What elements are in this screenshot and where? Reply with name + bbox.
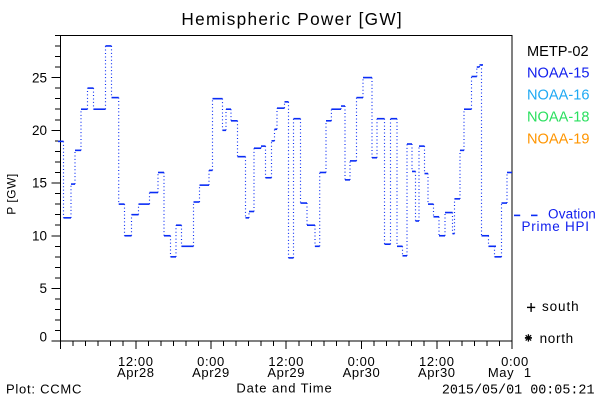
svg-text:Apr29: Apr29 (267, 365, 305, 380)
svg-text:Hemispheric Power [GW]: Hemispheric Power [GW] (181, 9, 403, 29)
svg-text:0: 0 (39, 330, 47, 345)
svg-text:20: 20 (32, 123, 47, 138)
svg-text:5: 5 (39, 281, 47, 296)
svg-text:1: 1 (524, 365, 531, 380)
svg-text:Apr29: Apr29 (192, 365, 230, 380)
svg-text:north: north (540, 331, 574, 346)
svg-text:12:00: 12:00 (118, 354, 154, 369)
svg-text:0:00: 0:00 (348, 354, 376, 369)
svg-text:15: 15 (32, 176, 47, 191)
svg-text:NOAA-18: NOAA-18 (527, 110, 589, 126)
svg-text:12:00: 12:00 (268, 354, 304, 369)
svg-text:Apr30: Apr30 (343, 365, 381, 380)
svg-text:Apr28: Apr28 (117, 365, 155, 380)
svg-text:0:00: 0:00 (501, 354, 529, 369)
svg-text:25: 25 (32, 70, 47, 85)
svg-text:NOAA-16: NOAA-16 (527, 88, 589, 104)
svg-text:south: south (542, 299, 580, 314)
svg-text:P [GW]: P [GW] (4, 173, 18, 214)
svg-text:Date and Time: Date and Time (236, 381, 332, 396)
svg-text:12:00: 12:00 (419, 354, 455, 369)
svg-text:METP-02: METP-02 (527, 44, 589, 60)
svg-text:10: 10 (32, 229, 47, 244)
svg-text:Prime HPI: Prime HPI (522, 219, 590, 234)
svg-text:Ovation: Ovation (548, 207, 596, 222)
svg-text:Plot: CCMC: Plot: CCMC (6, 382, 82, 397)
svg-text:Apr30: Apr30 (418, 365, 456, 380)
svg-text:May: May (488, 365, 514, 380)
svg-text:0:00: 0:00 (197, 354, 225, 369)
svg-text:2015/05/01 00:05:21: 2015/05/01 00:05:21 (442, 384, 595, 399)
svg-text:NOAA-15: NOAA-15 (527, 66, 589, 82)
svg-text:NOAA-19: NOAA-19 (527, 131, 589, 147)
